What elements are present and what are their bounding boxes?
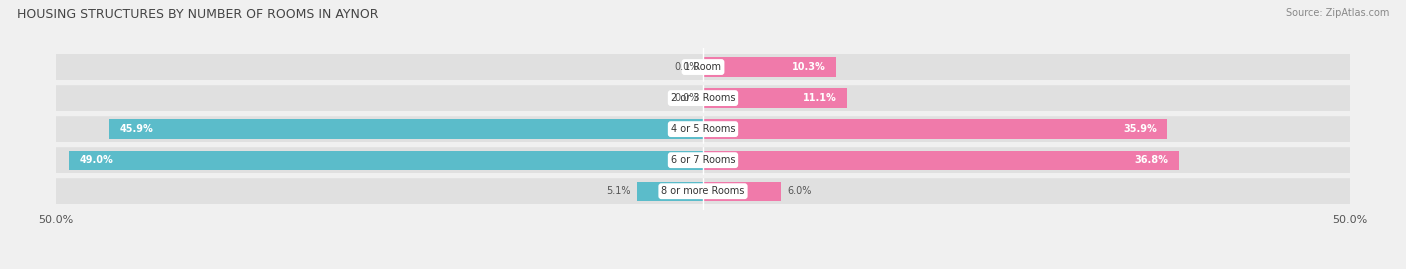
Bar (69, 151, 703, 170)
Text: 6 or 7 Rooms: 6 or 7 Rooms (671, 155, 735, 165)
Bar (56, 147, 1350, 173)
Text: 2 or 3 Rooms: 2 or 3 Rooms (671, 93, 735, 103)
Text: 4 or 5 Rooms: 4 or 5 Rooms (671, 124, 735, 134)
Text: HOUSING STRUCTURES BY NUMBER OF ROOMS IN AYNOR: HOUSING STRUCTURES BY NUMBER OF ROOMS IN… (17, 8, 378, 21)
Text: Source: ZipAtlas.com: Source: ZipAtlas.com (1285, 8, 1389, 18)
Text: 11.1%: 11.1% (803, 93, 837, 103)
Text: 8 or more Rooms: 8 or more Rooms (661, 186, 745, 196)
Bar (56, 85, 1350, 111)
Text: 10.3%: 10.3% (792, 62, 825, 72)
Text: 6.0%: 6.0% (787, 186, 811, 196)
Bar (703, 151, 1180, 170)
Text: 1 Room: 1 Room (685, 62, 721, 72)
Text: 49.0%: 49.0% (80, 155, 114, 165)
Bar (703, 57, 837, 77)
Text: 0.0%: 0.0% (675, 93, 699, 103)
Text: 45.9%: 45.9% (120, 124, 153, 134)
Text: 5.1%: 5.1% (606, 186, 630, 196)
Text: 36.8%: 36.8% (1135, 155, 1168, 165)
Bar (637, 182, 703, 201)
Bar (56, 116, 1350, 142)
Bar (703, 182, 780, 201)
Bar (56, 54, 1350, 80)
Bar (703, 119, 1167, 139)
Bar (110, 119, 703, 139)
Bar (703, 89, 846, 108)
Text: 0.0%: 0.0% (675, 62, 699, 72)
Bar (56, 178, 1350, 204)
Text: 35.9%: 35.9% (1123, 124, 1157, 134)
